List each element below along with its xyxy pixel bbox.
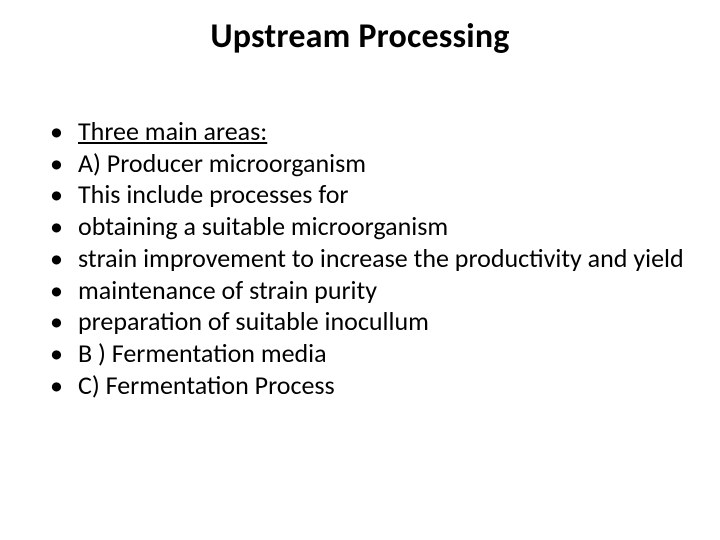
list-item: obtaining a suitable microorganism bbox=[42, 211, 700, 243]
bullet-text: maintenance of strain purity bbox=[78, 274, 377, 306]
bullet-list: Three main areas: A) Producer microorgan… bbox=[42, 116, 700, 401]
list-item: strain improvement to increase the produ… bbox=[42, 243, 700, 275]
list-item: preparation of suitable inocullum bbox=[42, 306, 700, 338]
list-item: C) Fermentation Process bbox=[42, 370, 700, 402]
list-item: B ) Fermentation media bbox=[42, 338, 700, 370]
list-item: maintenance of strain purity bbox=[42, 275, 700, 307]
bullet-text: obtaining a suitable microorganism bbox=[78, 210, 448, 242]
bullet-text: This include processes for bbox=[78, 178, 349, 210]
bullet-text: C) Fermentation Process bbox=[78, 369, 335, 401]
bullet-text: B ) Fermentation media bbox=[78, 337, 327, 369]
bullet-text: A) Producer microorganism bbox=[78, 147, 366, 179]
list-item: This include processes for bbox=[42, 179, 700, 211]
list-item: Three main areas: bbox=[42, 116, 700, 148]
slide-body: Three main areas: A) Producer microorgan… bbox=[42, 116, 700, 401]
bullet-text: preparation of suitable inocullum bbox=[78, 305, 429, 337]
slide-title: Upstream Processing bbox=[0, 16, 720, 57]
slide: Upstream Processing Three main areas: A)… bbox=[0, 0, 720, 540]
list-item: A) Producer microorganism bbox=[42, 148, 700, 180]
bullet-text: Three main areas: bbox=[78, 115, 267, 147]
bullet-text: strain improvement to increase the produ… bbox=[78, 242, 684, 274]
